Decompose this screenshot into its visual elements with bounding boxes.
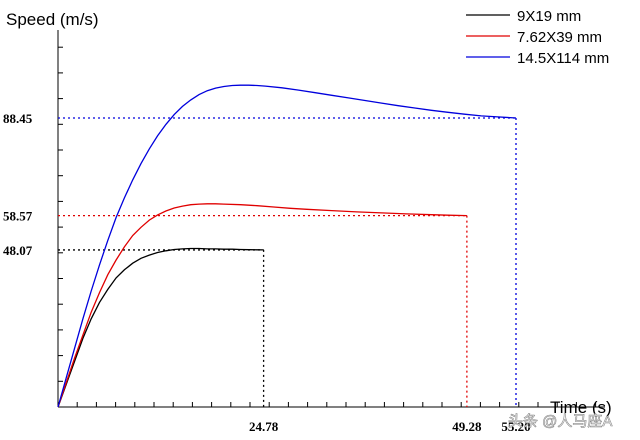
legend-label-1: 9X19 mm: [517, 8, 581, 25]
series-line-1: [57, 247, 264, 408]
series-curves: [57, 84, 517, 408]
x-marker-label-1: 24.78: [249, 419, 279, 434]
axes: [57, 30, 605, 408]
legend-label-3: 14.5X114 mm: [517, 50, 609, 67]
series-line-3: [57, 84, 517, 408]
y-marker-label-3: 48.07: [3, 243, 33, 258]
watermark: 头条 @人马座A: [508, 413, 612, 430]
marker-labels: 88.45 58.57 48.07 24.78 49.28 55.20: [3, 111, 531, 434]
y-marker-label-1: 88.45: [3, 111, 33, 126]
legend-label-2: 7.62X39 mm: [517, 29, 602, 46]
x-marker-label-3: 55.20: [501, 419, 530, 434]
guide-lines: [58, 117, 517, 407]
series-line-2: [57, 203, 467, 408]
x-marker-label-2: 49.28: [452, 419, 482, 434]
y-axis-label: Speed (m/s): [6, 10, 99, 29]
y-marker-label-2: 58.57: [3, 209, 33, 224]
x-axis-label: Time (s): [550, 398, 612, 417]
legend: 9X19 mm 7.62X39 mm 14.5X114 mm: [466, 8, 609, 67]
